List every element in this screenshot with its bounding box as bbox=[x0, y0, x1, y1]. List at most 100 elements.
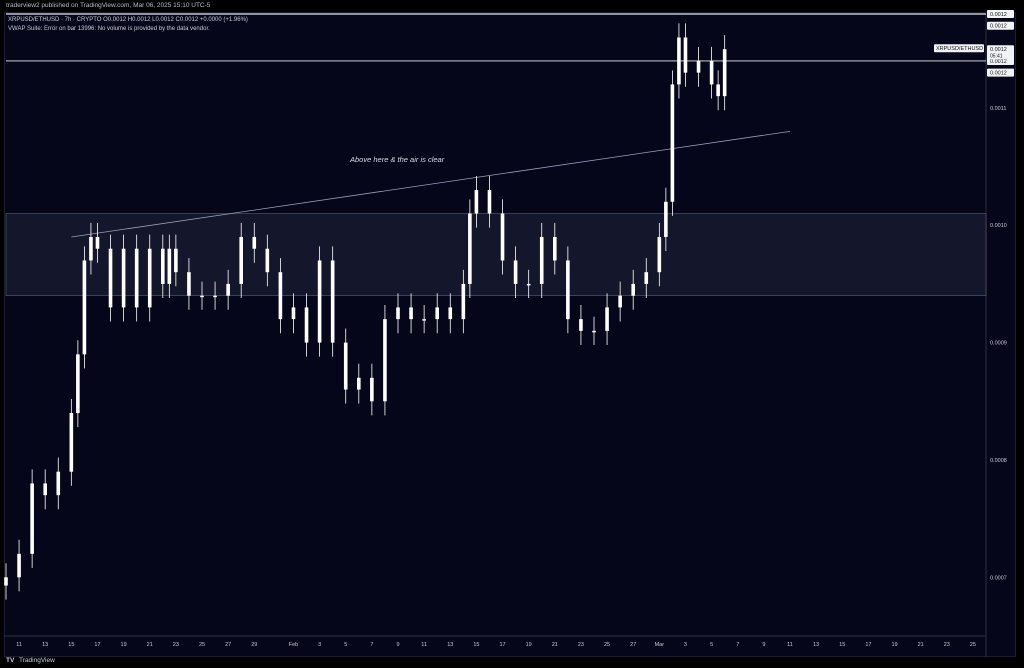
price-tag-label: 0.0012 bbox=[990, 47, 1007, 53]
candle-body[interactable] bbox=[17, 553, 21, 578]
price-tag-label: 0.0012 bbox=[990, 12, 1007, 18]
time-tick-label: 19 bbox=[121, 642, 127, 648]
candle-body[interactable] bbox=[644, 272, 649, 284]
candle-body[interactable] bbox=[592, 330, 596, 333]
candle-body[interactable] bbox=[461, 283, 466, 320]
candle-body[interactable] bbox=[579, 319, 583, 331]
candle-body[interactable] bbox=[409, 307, 413, 320]
candle-body[interactable] bbox=[278, 272, 283, 320]
candle-body[interactable] bbox=[343, 342, 348, 390]
time-tick-label: 5 bbox=[344, 642, 347, 648]
time-tick-label: 25 bbox=[199, 642, 205, 648]
candle-body[interactable] bbox=[631, 283, 635, 296]
candle-body[interactable] bbox=[435, 307, 439, 320]
candle-body[interactable] bbox=[657, 236, 662, 273]
candle-body[interactable] bbox=[722, 49, 727, 97]
time-tick-label: 23 bbox=[578, 642, 584, 648]
candle-body[interactable] bbox=[167, 248, 172, 284]
candle-body[interactable] bbox=[677, 37, 681, 85]
time-tick-label: 7 bbox=[370, 642, 373, 648]
candle-body[interactable] bbox=[82, 260, 87, 355]
time-tick-label: 27 bbox=[630, 642, 636, 648]
candle-body[interactable] bbox=[291, 307, 296, 320]
countdown-tag-bg bbox=[987, 52, 1014, 60]
candle-body[interactable] bbox=[265, 248, 270, 273]
candle-body[interactable] bbox=[161, 248, 165, 284]
time-tick-label: 13 bbox=[447, 642, 453, 648]
symbol-ohlc-line: XRPUSD/ETHUSD · 7h · CRYPTO O0.0012 H0.0… bbox=[8, 17, 248, 23]
trendline[interactable] bbox=[71, 130, 791, 238]
price-tag-label: 0.0012 bbox=[990, 59, 1007, 65]
candle-body[interactable] bbox=[526, 283, 531, 286]
candle-body[interactable] bbox=[383, 319, 387, 402]
candle-body[interactable] bbox=[30, 483, 34, 554]
time-tick-label: 21 bbox=[918, 642, 924, 648]
candle-body[interactable] bbox=[448, 307, 453, 320]
time-tick-label: 23 bbox=[173, 642, 179, 648]
tradingview-logo-icon: TV bbox=[6, 657, 15, 664]
time-tick-label: 25 bbox=[604, 642, 610, 648]
price-tag-label: 0.0012 bbox=[990, 24, 1007, 30]
countdown-label: 05:41 bbox=[990, 54, 1003, 60]
candle-body[interactable] bbox=[330, 260, 335, 343]
candle-body[interactable] bbox=[108, 248, 113, 308]
price-tick-label: 0.0008 bbox=[990, 458, 1007, 464]
candle-body[interactable] bbox=[357, 377, 361, 390]
candle-body[interactable] bbox=[396, 307, 400, 320]
time-tick-label: Feb bbox=[289, 642, 298, 648]
candle-body[interactable] bbox=[487, 190, 492, 214]
candle-body[interactable] bbox=[187, 272, 191, 296]
candle-body[interactable] bbox=[239, 236, 243, 284]
support-zone[interactable] bbox=[5, 213, 987, 296]
candle-body[interactable] bbox=[252, 236, 257, 249]
candle-body[interactable] bbox=[174, 248, 178, 273]
candle-body[interactable] bbox=[553, 236, 557, 261]
candle-body[interactable] bbox=[709, 60, 714, 85]
candle-body[interactable] bbox=[618, 295, 622, 308]
candle-body[interactable] bbox=[121, 248, 126, 308]
symbol-tag-bg bbox=[934, 44, 984, 53]
candle-body[interactable] bbox=[513, 260, 518, 284]
time-tick-label: 5 bbox=[710, 642, 713, 648]
candle-body[interactable] bbox=[370, 377, 374, 402]
candle-body[interactable] bbox=[474, 190, 479, 214]
candle-body[interactable] bbox=[76, 354, 80, 414]
candle-body[interactable] bbox=[566, 260, 570, 320]
candle-body[interactable] bbox=[468, 213, 472, 284]
candle-body[interactable] bbox=[69, 413, 74, 472]
candle-body[interactable] bbox=[134, 248, 139, 308]
candle-body[interactable] bbox=[539, 236, 544, 284]
candle-body[interactable] bbox=[226, 283, 230, 296]
candle-body[interactable] bbox=[56, 471, 61, 496]
time-tick-label: 21 bbox=[552, 642, 558, 648]
candle-body[interactable] bbox=[605, 307, 609, 331]
chart-annotation[interactable]: Above here & the air is clear bbox=[349, 155, 445, 164]
candle-body[interactable] bbox=[304, 307, 309, 343]
candle-body[interactable] bbox=[670, 84, 675, 202]
candle-body[interactable] bbox=[664, 201, 668, 237]
time-tick-label: 11 bbox=[787, 642, 793, 648]
time-tick-label: 11 bbox=[16, 642, 22, 648]
candle-body[interactable] bbox=[147, 248, 152, 308]
candle-body[interactable] bbox=[213, 295, 217, 298]
time-tick-label: 15 bbox=[68, 642, 74, 648]
time-tick-label: 17 bbox=[499, 642, 505, 648]
candle-body[interactable] bbox=[422, 319, 426, 321]
candle-body[interactable] bbox=[317, 260, 322, 343]
symbol-tag-label[interactable]: XRPUSD/ETHUSD bbox=[936, 46, 983, 52]
candle-body[interactable] bbox=[683, 37, 688, 73]
candle-body[interactable] bbox=[200, 295, 204, 298]
indicator-error-line: VWAP Suite: Error on bar 13996: No volum… bbox=[8, 26, 210, 32]
candle-body[interactable] bbox=[500, 213, 505, 261]
price-tag-label: 0.0012 bbox=[990, 71, 1007, 77]
chart-panel[interactable] bbox=[4, 12, 1016, 657]
candle-body[interactable] bbox=[43, 483, 47, 496]
candle-body[interactable] bbox=[95, 236, 100, 249]
candle-body[interactable] bbox=[716, 84, 720, 97]
time-tick-label: 25 bbox=[970, 642, 976, 648]
candle-body[interactable] bbox=[89, 236, 93, 261]
candle-body[interactable] bbox=[696, 60, 701, 73]
candle-body[interactable] bbox=[4, 577, 8, 586]
